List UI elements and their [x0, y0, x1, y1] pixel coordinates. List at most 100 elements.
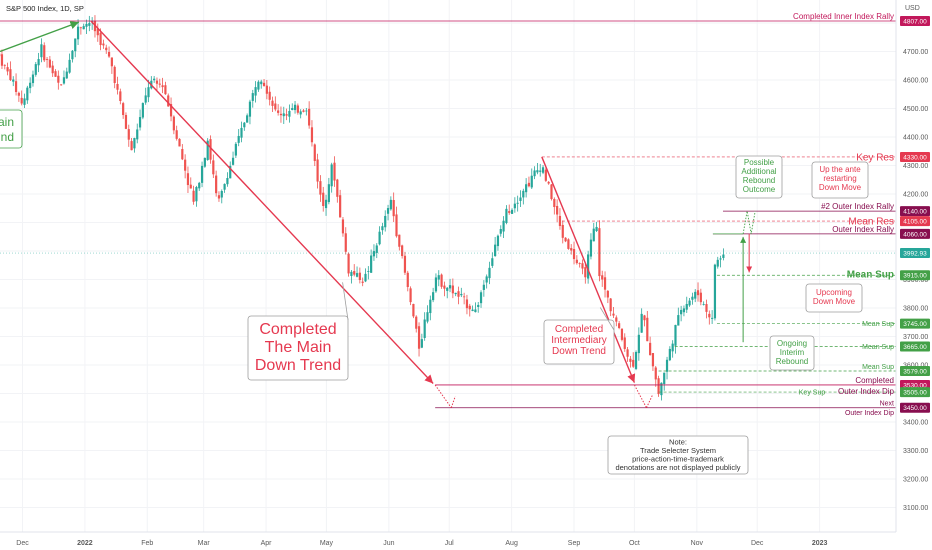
upcoming-down-box-line: Upcoming [816, 288, 852, 297]
candle-body [57, 75, 60, 83]
candle-body [324, 199, 328, 209]
candle-body [203, 157, 206, 167]
candle-body [310, 127, 314, 143]
candle-body [169, 103, 173, 117]
candle-body [601, 275, 604, 280]
y-tick-label: 4700.00 [903, 49, 928, 56]
candle-body [45, 59, 49, 60]
candle-body [71, 50, 74, 60]
candle-body [434, 277, 438, 292]
y-tick-label: 3700.00 [903, 334, 928, 341]
candle-body [598, 228, 601, 277]
level-label: Mean Sup [862, 321, 894, 328]
y-tick-label: 4400.00 [903, 135, 928, 142]
candle-body [209, 139, 212, 160]
level-label: Mean Sup [862, 364, 894, 371]
level-price-label: 3450.00 [903, 405, 927, 412]
candle-body [113, 66, 116, 83]
candle-body [353, 271, 356, 275]
candle-body [544, 169, 547, 181]
last-price-label: 3992.93 [903, 250, 927, 257]
level-label-extra: Next [880, 400, 894, 407]
candle-body [26, 87, 29, 101]
candle-body [6, 67, 9, 72]
y-tick-label: 4500.00 [903, 106, 928, 113]
candle-body [708, 313, 711, 318]
candle-body [722, 254, 725, 258]
level-price-tag [900, 228, 930, 239]
candle-body [260, 81, 263, 85]
candle-body [164, 85, 167, 95]
candle-body [102, 43, 105, 46]
level-label: Mean Sup [847, 270, 894, 281]
candle-body [330, 164, 333, 187]
candle-body [694, 291, 697, 299]
candle-body [195, 187, 198, 202]
candle-body [226, 178, 229, 185]
candle-body [680, 309, 683, 315]
candle-body [401, 245, 404, 257]
candle-body [178, 138, 181, 147]
candle-body [167, 95, 170, 107]
candle-body [612, 313, 615, 316]
note-box-line: price-action-time-trademark [632, 455, 724, 464]
candle-body [578, 263, 581, 264]
candle-body [663, 372, 666, 385]
possible-rebound-box-line: Additional [741, 167, 776, 176]
x-tick-label: Feb [141, 540, 153, 547]
main-rebound-partial-frame [0, 109, 23, 149]
candle-body [105, 47, 108, 51]
candle-body [654, 367, 657, 380]
candle-body [440, 274, 443, 287]
candle-body [29, 82, 32, 89]
candle-body [299, 111, 302, 115]
candle-body [513, 203, 516, 209]
candle-body [589, 239, 593, 257]
candle-body [88, 23, 91, 26]
level-price-tag [900, 365, 930, 376]
candle-body [229, 165, 232, 179]
level-label: Outer Index Dip [845, 410, 894, 417]
level-label: Key Sup [799, 390, 826, 397]
candle-body [702, 304, 705, 305]
candle-body [234, 143, 237, 156]
candle-body [341, 219, 345, 234]
y-tick-label: 4200.00 [903, 192, 928, 199]
candle-body [217, 195, 221, 199]
main-down-trend-box-line: The Main [265, 339, 332, 356]
intermediary-box-line: Down Trend [552, 346, 606, 357]
x-tick-label: Dec [751, 540, 764, 547]
candle-body [285, 114, 288, 116]
projection-dotted [633, 384, 647, 408]
candle-body [288, 110, 291, 117]
possible-rebound-box-line: Possible [744, 158, 775, 167]
note-box-line: Note: [669, 438, 687, 447]
candle-body [9, 69, 12, 81]
candle-body [547, 181, 550, 184]
up-the-ante-box-line: Up the ante [819, 165, 861, 174]
level-price-label: 4105.00 [903, 218, 927, 225]
candle-body [378, 231, 381, 245]
candle-body [479, 292, 483, 304]
candle-body [696, 290, 700, 296]
candle-body [632, 359, 635, 367]
y-tick-label: 4300.00 [903, 163, 928, 170]
candle-body [623, 337, 626, 349]
candle-body [643, 315, 646, 321]
level-price-label: 4330.00 [903, 154, 927, 161]
candle-body [502, 220, 505, 232]
x-tick-label: May [320, 540, 334, 547]
candle-body [491, 258, 494, 266]
candle-body [516, 202, 519, 204]
candle-body [477, 304, 480, 307]
candle-body [198, 182, 201, 189]
candle-body [243, 122, 246, 128]
intermediary-box-line: Completed [555, 324, 603, 335]
candle-body [660, 382, 663, 396]
levels-layer: Completed Inner Index Rally Key Res #2 Out… [0, 12, 896, 417]
x-tick-label: Nov [691, 540, 704, 547]
candle-body [533, 170, 536, 177]
candle-body [127, 129, 130, 140]
candle-body [153, 78, 156, 81]
